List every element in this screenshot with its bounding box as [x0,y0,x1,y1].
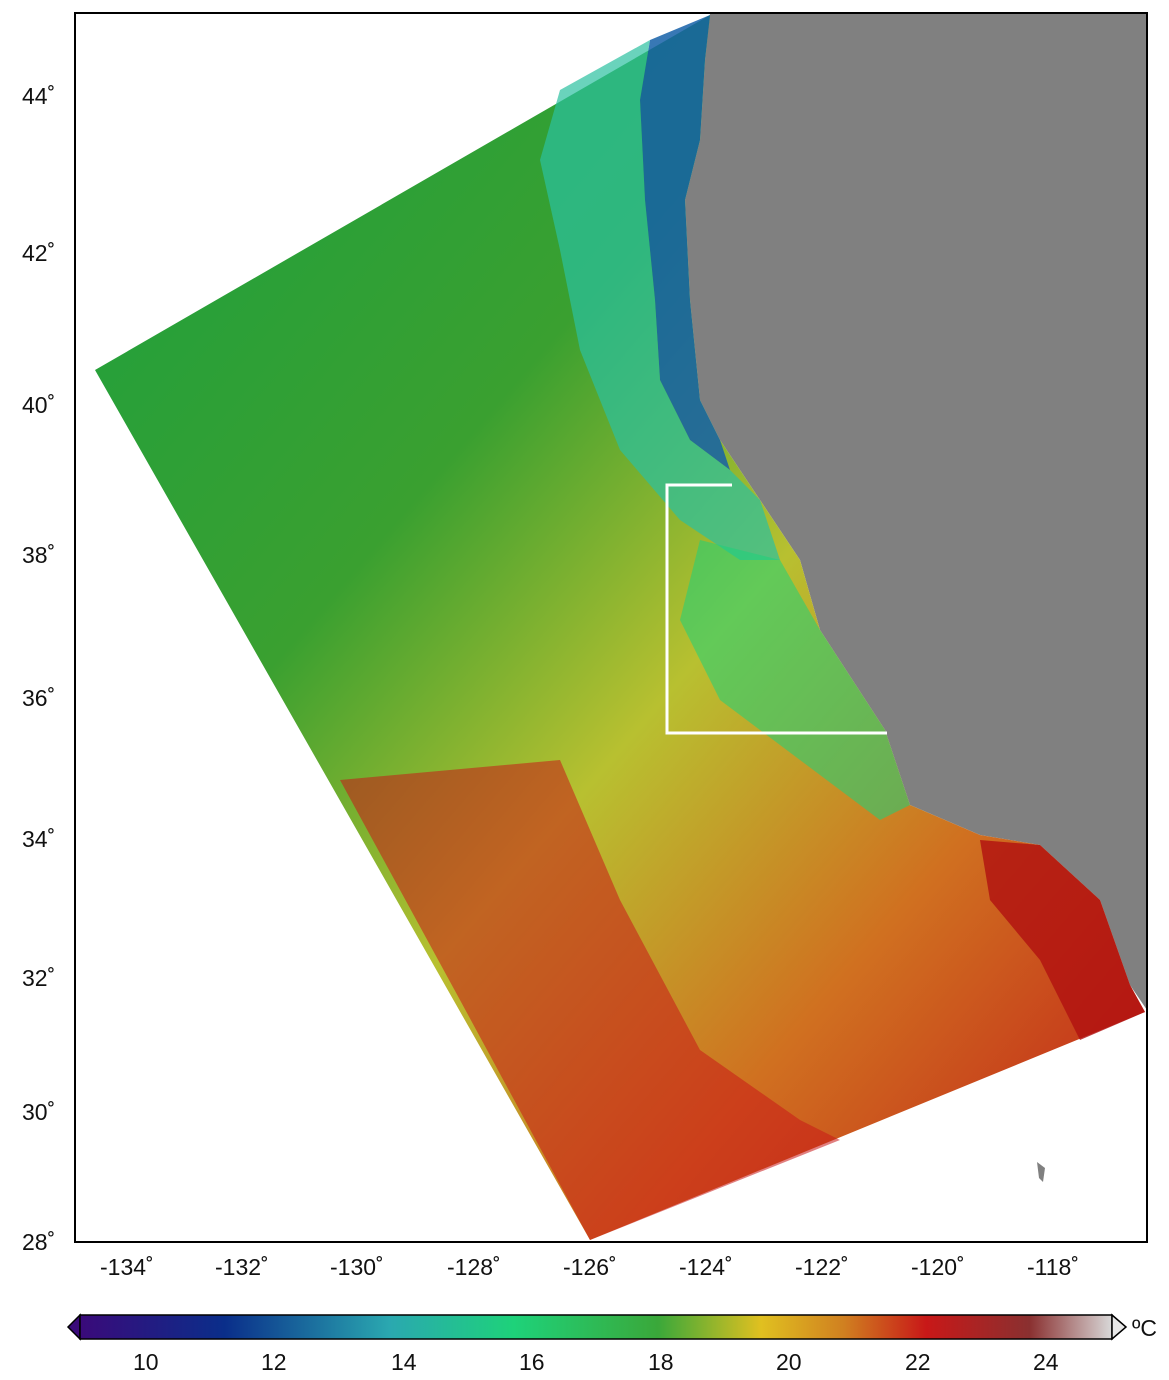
coastal-upwelling-band [640,15,730,470]
warm-bight-water [980,840,1145,1040]
lat-tick-label: 44˚ [22,83,55,109]
coastal-cool-band [540,40,780,560]
colorbar-tick-label: 10 [133,1349,159,1375]
lon-tick-label: -128˚ [447,1254,501,1280]
colorbar-tick-label: 24 [1033,1349,1059,1375]
lon-tick-label: -130˚ [330,1254,384,1280]
colorbar-high-arrow [1111,1313,1128,1341]
colorbar-unit: ºC [1132,1315,1157,1341]
map-frame [74,12,1148,1243]
colorbar: ºC 10 12 14 16 18 20 22 24 [66,1313,1157,1375]
colorbar-tick-label: 20 [776,1349,802,1375]
lat-tick-label: 32˚ [22,965,55,991]
lat-tick-label: 30˚ [22,1099,55,1125]
lat-tick-label: 38˚ [22,542,55,568]
lat-tick-labels: 44˚ 42˚ 40˚ 38˚ 36˚ 34˚ 32˚ 30˚ 28˚ [22,83,55,1255]
colorbar-tick-label: 12 [261,1349,287,1375]
lat-tick-label: 40˚ [22,392,55,418]
lon-tick-label: -134˚ [100,1254,154,1280]
lat-tick-label: 36˚ [22,685,55,711]
lat-tick-label: 28˚ [22,1229,55,1255]
lat-tick-label: 42˚ [22,240,55,266]
warm-southern-water [340,760,840,1240]
colorbar-tick-label: 14 [391,1349,417,1375]
colorbar-ramp [79,1314,1113,1340]
land-area [685,13,1147,1010]
lon-tick-label: -124˚ [679,1254,733,1280]
lon-tick-label: -122˚ [795,1254,849,1280]
colorbar-tick-label: 22 [905,1349,931,1375]
study-area-box [665,483,887,735]
colorbar-tick-label: 16 [519,1349,545,1375]
lon-tick-label: -126˚ [563,1254,617,1280]
colorbar-tick-label: 18 [648,1349,674,1375]
lon-tick-label: -120˚ [911,1254,965,1280]
central-green-band [680,540,910,820]
lon-tick-labels: -134˚ -132˚ -130˚ -128˚ -126˚ -124˚ -122… [100,1254,1079,1280]
sst-field [95,15,1145,1240]
lat-tick-label: 34˚ [22,826,55,852]
lon-tick-label: -118˚ [1027,1254,1079,1280]
colorbar-low-arrow [66,1313,81,1341]
lon-tick-label: -132˚ [215,1254,269,1280]
island [1037,1162,1045,1182]
